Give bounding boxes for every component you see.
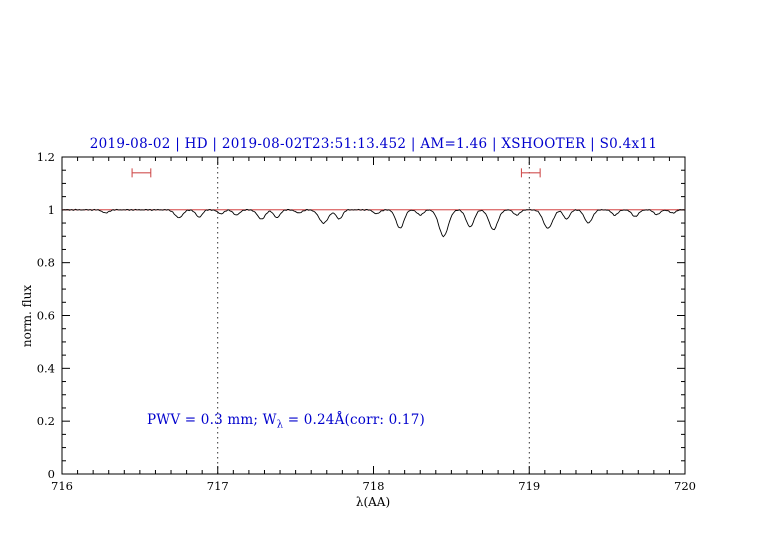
pwv-annotation: PWV = 0.3 mm; Wλ = 0.24Å(corr: 0.17) (147, 412, 425, 431)
spectrum-line (61, 208, 686, 238)
y-tick-label: 0.8 (37, 256, 55, 270)
y-tick-label: 0.6 (37, 309, 55, 323)
x-tick-label: 716 (51, 479, 73, 493)
y-axis-label: norm. flux (20, 284, 34, 348)
pwv-annotation-part1: PWV = 0.3 mm; W (147, 412, 277, 428)
x-axis-label: λ(AA) (355, 495, 391, 509)
x-tick-label: 718 (363, 479, 385, 493)
y-tick-label: 1.2 (37, 150, 55, 164)
y-tick-label: 0.4 (37, 361, 55, 375)
y-tick-label: 0 (48, 467, 55, 481)
pwv-annotation-lambda-subscript: λ (276, 419, 284, 431)
x-tick-label: 720 (674, 479, 696, 493)
y-tick-label: 1 (48, 203, 55, 217)
pwv-annotation-part2: = 0.24Å(corr: 0.17) (283, 412, 425, 428)
y-tick-label: 0.2 (37, 414, 55, 428)
pwv-interval-marker (520, 168, 541, 178)
pwv-interval-marker (131, 168, 152, 178)
x-tick-label: 719 (518, 479, 540, 493)
plot-title: 2019-08-02 | HD | 2019-08-02T23:51:13.45… (89, 136, 658, 152)
x-tick-label: 717 (207, 479, 229, 493)
